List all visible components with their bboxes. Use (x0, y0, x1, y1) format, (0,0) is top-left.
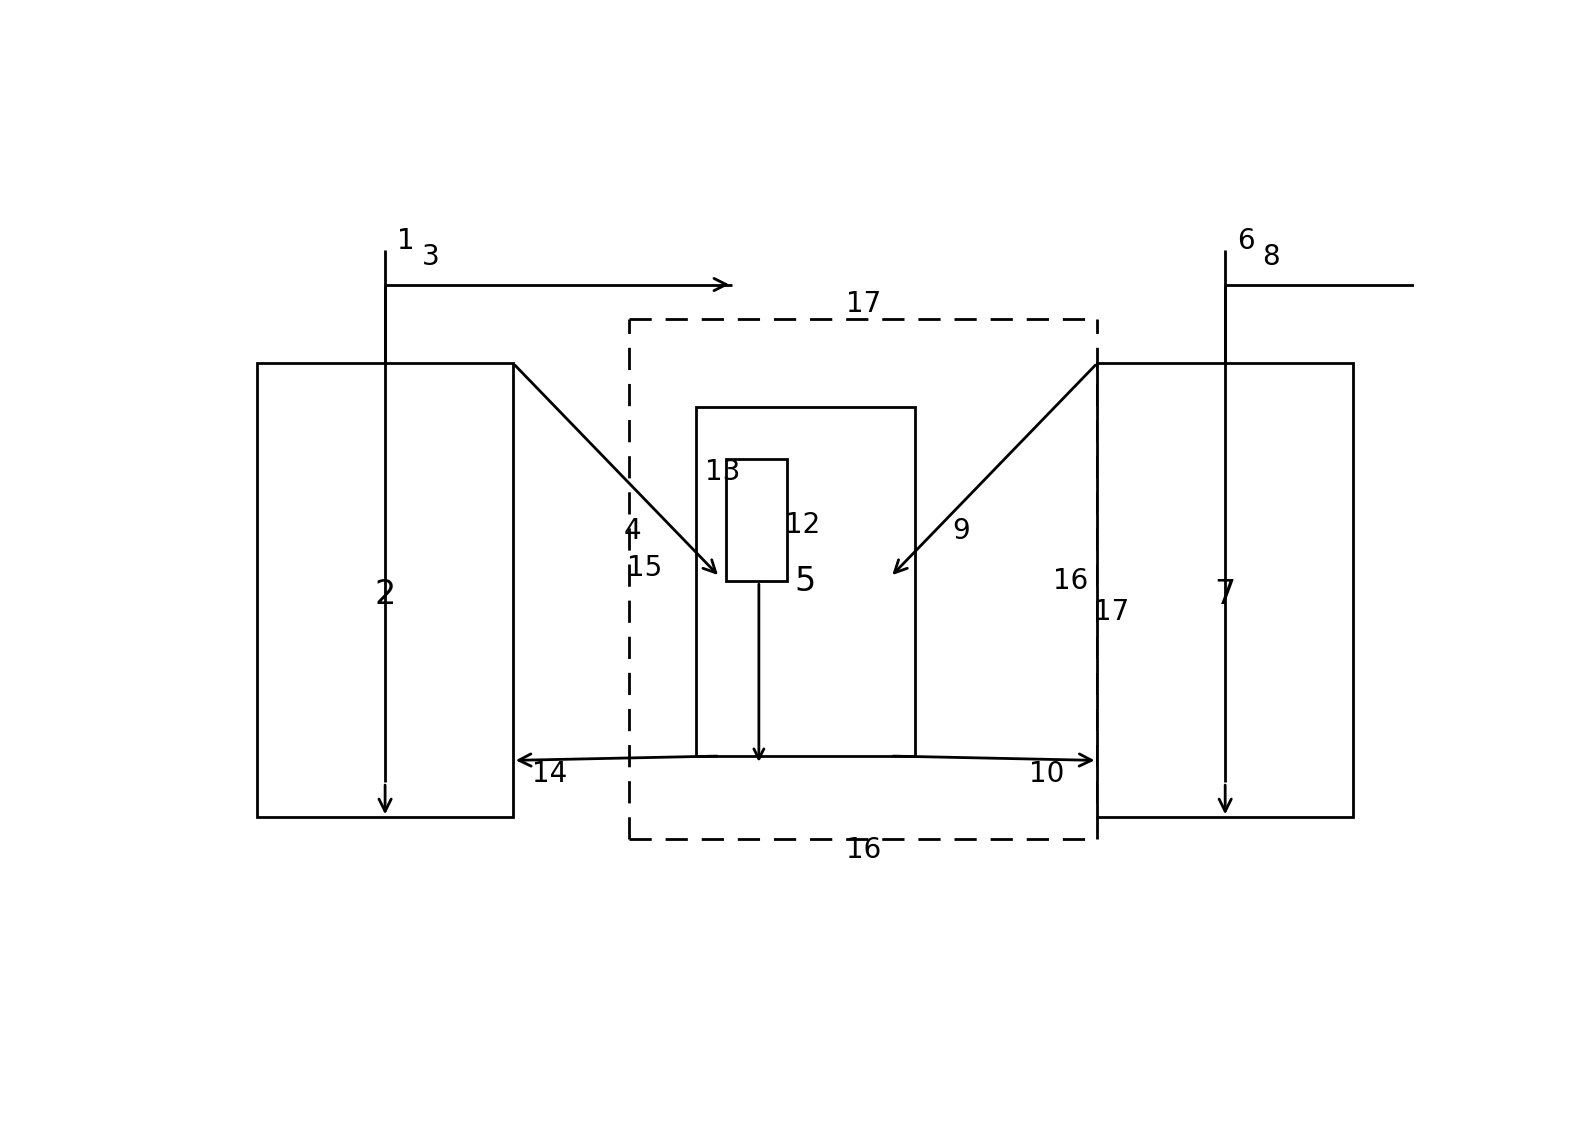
Text: 5: 5 (795, 565, 815, 598)
Bar (726, 459, 787, 582)
Text: 9: 9 (952, 517, 969, 544)
Bar (258, 363, 512, 818)
Text: 10: 10 (1029, 760, 1064, 787)
Text: 6: 6 (1238, 227, 1255, 255)
Text: 12: 12 (786, 510, 820, 539)
Text: 1: 1 (397, 227, 415, 255)
Text: 3: 3 (421, 243, 440, 271)
Text: 8: 8 (1262, 243, 1279, 271)
Text: 7: 7 (1214, 578, 1236, 611)
Text: 2: 2 (374, 578, 396, 611)
Text: 14: 14 (533, 760, 567, 787)
Text: 15: 15 (627, 555, 661, 582)
Text: 17: 17 (1095, 598, 1130, 626)
Text: 17: 17 (845, 289, 881, 318)
Text: 13: 13 (705, 458, 740, 486)
Bar (1097, 363, 1353, 818)
Text: 16: 16 (845, 837, 881, 864)
Bar (696, 407, 914, 756)
Text: 16: 16 (1053, 567, 1089, 595)
Text: 4: 4 (624, 517, 641, 544)
